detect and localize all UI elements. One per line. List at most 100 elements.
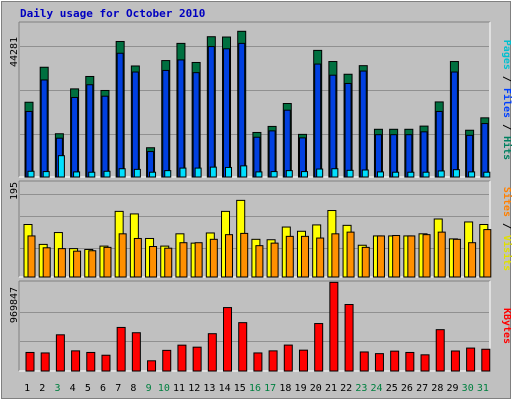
sites-bar (316, 237, 325, 278)
pages-bar (376, 171, 384, 178)
sites-bar (452, 238, 461, 278)
pages-bar (255, 171, 263, 178)
sites-bar (346, 231, 355, 278)
pages-bar (270, 171, 278, 178)
kbytes-bar (40, 352, 50, 372)
kbytes-bar (101, 354, 111, 372)
kbytes-bar (147, 360, 157, 372)
pages-bar (300, 171, 308, 178)
kbytes-bar (298, 349, 308, 372)
x-tick-label: 8 (130, 383, 136, 394)
sites-bar (149, 246, 158, 278)
sites-bar (437, 231, 446, 278)
pages-bar (118, 168, 126, 178)
legend-part: Hits (501, 136, 512, 160)
x-tick-label: 18 (279, 383, 291, 394)
legend-part: Files (501, 88, 512, 118)
sites-bar (361, 246, 370, 278)
legend-part: / (501, 217, 512, 235)
kbytes-bar (390, 350, 400, 372)
pages-bar (194, 167, 202, 178)
pages-bar (392, 171, 400, 178)
x-tick-label: 4 (70, 383, 76, 394)
files-bar (268, 130, 276, 178)
pages-bar (316, 168, 324, 178)
pages-bar (437, 170, 445, 178)
sites-bar (209, 238, 218, 278)
y-max-label: 195 (9, 182, 20, 200)
x-tick-label: 22 (340, 383, 352, 394)
x-tick-label: 5 (85, 383, 91, 394)
pages-bar (422, 171, 430, 178)
sites-bar (133, 237, 142, 278)
kbytes-bar (481, 348, 491, 372)
pages-bar (57, 155, 65, 178)
sites-bar (300, 235, 309, 278)
pages-bar (407, 171, 415, 178)
kbytes-bar (450, 350, 460, 372)
y-axis-legend-label: KBytes (501, 308, 512, 344)
files-bar (223, 48, 231, 178)
sites-bar (270, 242, 279, 278)
sites-bar (468, 242, 477, 278)
files-bar (71, 96, 79, 178)
kbytes-bar (253, 352, 263, 372)
sites-bar (240, 232, 249, 278)
kbytes-bar (192, 346, 202, 372)
files-bar (25, 110, 33, 178)
kbytes-bar (435, 329, 445, 372)
files-bar (207, 46, 215, 178)
pages-bar (88, 171, 96, 178)
kbytes-bar (283, 344, 293, 372)
x-tick-label: 27 (416, 383, 428, 394)
kbytes-bar (314, 323, 324, 372)
files-bar (374, 134, 382, 178)
x-tick-label: 15 (234, 383, 246, 394)
pages-bar (346, 169, 354, 178)
pages-bar (225, 166, 233, 178)
x-tick-label: 21 (325, 383, 337, 394)
pages-bar (361, 169, 369, 178)
files-bar (116, 52, 124, 178)
pages-bar (209, 166, 217, 178)
pages-bar (452, 169, 460, 178)
kbytes-bar (329, 281, 339, 372)
kbytes-bar (86, 351, 96, 372)
x-tick-label: 30 (462, 383, 474, 394)
files-bar (420, 131, 428, 178)
y-max-label: 44281 (9, 37, 20, 67)
x-tick-label: 19 (295, 383, 307, 394)
pages-bar (133, 168, 141, 178)
x-tick-label: 1 (24, 383, 30, 394)
kbytes-bar (162, 349, 172, 372)
x-tick-label: 12 (188, 383, 200, 394)
sites-bar (225, 234, 234, 278)
files-bar (390, 134, 398, 178)
y-axis-legend-label: Sites / Visits (501, 187, 512, 271)
x-tick-label: 29 (446, 383, 458, 394)
sites-bar (255, 245, 264, 278)
files-bar (359, 70, 367, 178)
x-tick-label: 9 (146, 383, 152, 394)
sites-bar (42, 247, 51, 278)
files-bar (101, 95, 109, 178)
kbytes-bar (405, 351, 415, 372)
kbytes-bar (374, 353, 384, 372)
sites-bar (194, 242, 203, 278)
y-max-label: 969847 (9, 287, 20, 323)
files-bar (40, 79, 48, 178)
sites-bar (27, 235, 36, 278)
x-tick-label: 13 (203, 383, 215, 394)
pages-bar (27, 170, 35, 178)
sites-bar (164, 247, 173, 278)
files-bar (405, 134, 413, 178)
legend-part: KBytes (501, 308, 512, 344)
files-bar (177, 59, 185, 178)
x-tick-label: 31 (477, 383, 489, 394)
kbytes-bar (268, 350, 278, 372)
legend-part: Sites (501, 187, 512, 217)
files-bar (314, 63, 322, 178)
x-tick-label: 24 (371, 383, 383, 394)
pages-bar (179, 167, 187, 178)
pages-bar (240, 165, 248, 178)
